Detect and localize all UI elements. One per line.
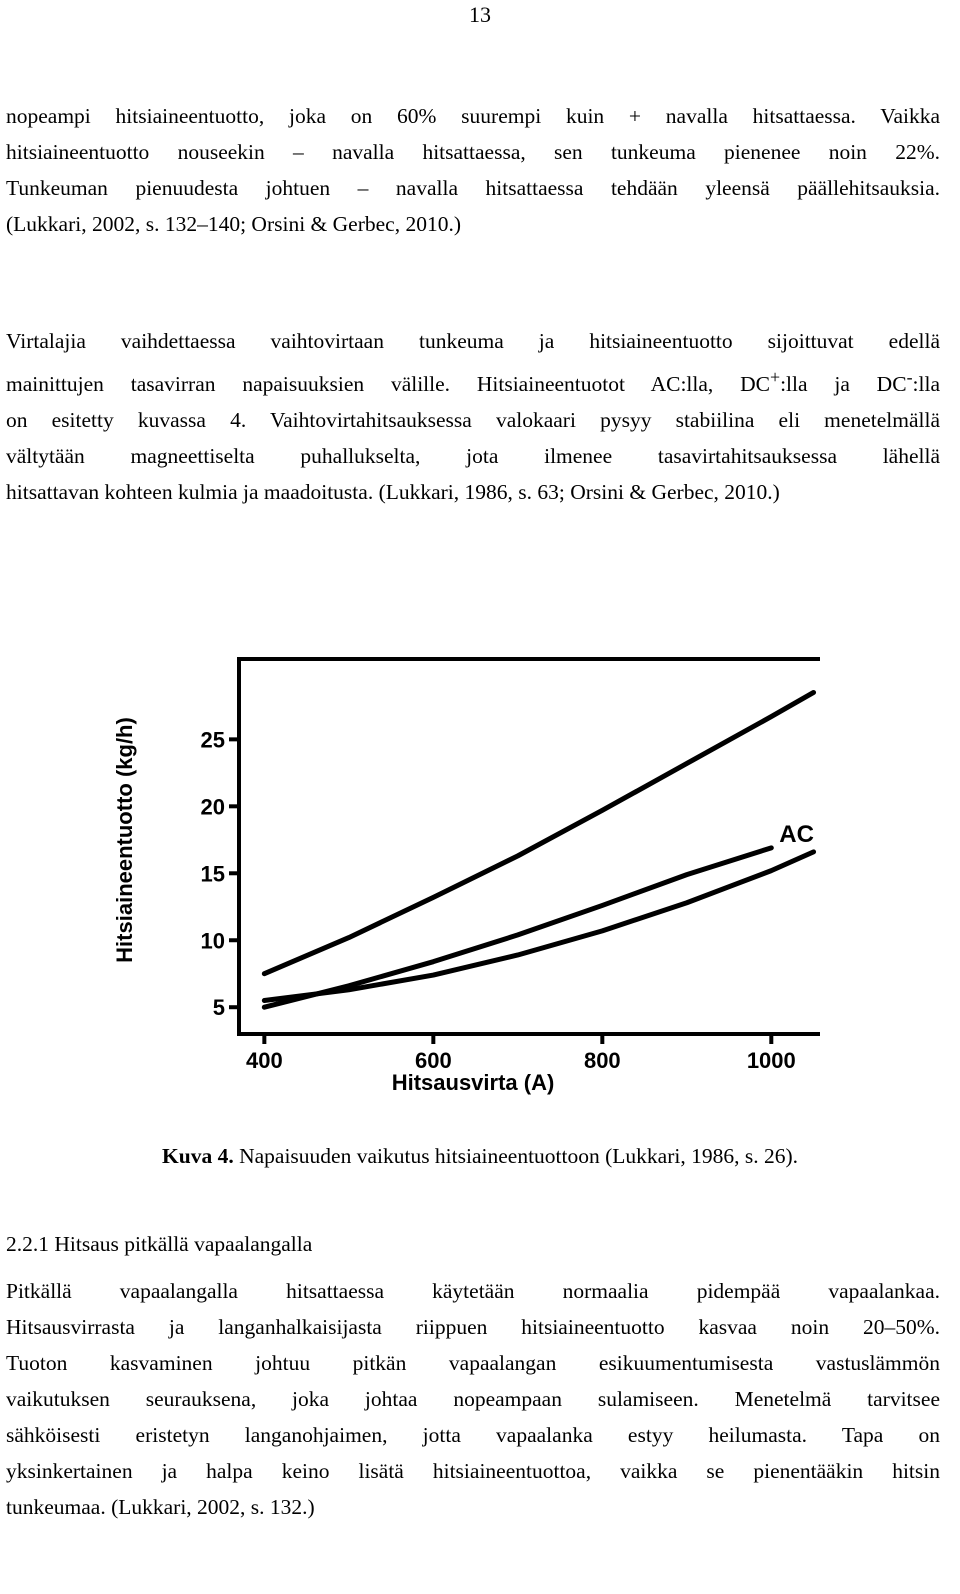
y-tick-label: 5 <box>213 995 225 1020</box>
paragraph-1-line: nopeampi hitsiaineentuotto, joka on 60% … <box>6 104 940 128</box>
paragraph-3-line: yksinkertainen ja halpa keino lisätä hit… <box>6 1459 940 1483</box>
figure-caption: Kuva 4. Napaisuuden vaikutus hitsiaineen… <box>0 1144 960 1169</box>
x-tick-label: 600 <box>415 1048 452 1073</box>
x-tick-label: 400 <box>246 1048 283 1073</box>
paragraph-3-line: Pitkällä vapaalangalla hitsattaessa käyt… <box>6 1279 940 1303</box>
superscript-minus: - <box>906 367 913 387</box>
x-axis-label: Hitsausvirta (A) <box>392 1070 555 1095</box>
paragraph-2-text: mainittujen tasavirran napaisuuksien väl… <box>6 372 770 397</box>
caption-label: Kuva 4. <box>162 1144 234 1168</box>
x-tick-label: 1000 <box>747 1048 796 1073</box>
paragraph-2-line: vältytään magneettiselta puhallukselta, … <box>6 444 940 469</box>
caption-text: Napaisuuden vaikutus hitsiaineentuottoon… <box>233 1144 798 1168</box>
paragraph-3-line: tunkeumaa. (Lukkari, 2002, s. 132.) <box>6 1495 315 1519</box>
y-axis-label: Hitsiaineentuotto (kg/h) <box>112 717 137 963</box>
paragraph-1-line: hitsiaineentuotto nouseekin – navalla hi… <box>6 140 940 164</box>
paragraph-3-line: vaikutuksen seurauksena, joka johtaa nop… <box>6 1387 940 1411</box>
paragraph-2-text: :lla ja DC <box>780 372 907 397</box>
y-tick-label: 10 <box>201 928 225 953</box>
paragraph-3-line: Hitsausvirrasta ja langanhalkaisijasta r… <box>6 1315 940 1339</box>
paragraph-2-line: on esitetty kuvassa 4. Vaihtovirtahitsau… <box>6 408 940 433</box>
paragraph-3-line: sähköisesti eristetyn langanohjaimen, jo… <box>6 1423 940 1447</box>
paragraph-2: Virtalajia vaihdettaessa vaihtovirtaan t… <box>6 323 940 510</box>
paragraph-3-line: Tuoton kasvaminen johtuu pitkän vapaalan… <box>6 1351 940 1375</box>
y-tick-label: 25 <box>201 727 225 752</box>
plot-frame <box>237 657 820 1036</box>
series-line-2 <box>261 849 817 1004</box>
paragraph-2-line: mainittujen tasavirran napaisuuksien väl… <box>6 359 940 402</box>
series-label-1: AC <box>779 821 814 848</box>
series-line-1 <box>261 845 774 1010</box>
paragraph-3: Pitkällä vapaalangalla hitsattaessa käyt… <box>6 1273 940 1525</box>
paragraph-2-text: :lla <box>912 372 940 397</box>
x-tick-label: 800 <box>584 1048 621 1073</box>
paragraph-1-line: (Lukkari, 2002, s. 132–140; Orsini & Ger… <box>6 212 462 236</box>
y-tick-label: 15 <box>201 861 225 886</box>
paragraph-2-line: hitsattavan kohteen kulmia ja maadoitust… <box>6 480 780 505</box>
paragraph-1: nopeampi hitsiaineentuotto, joka on 60% … <box>6 98 940 242</box>
y-tick-label: 20 <box>201 794 225 819</box>
section-heading: 2.2.1 Hitsaus pitkällä vapaalangalla <box>6 1232 313 1256</box>
paragraph-2-line: Virtalajia vaihdettaessa vaihtovirtaan t… <box>6 329 940 353</box>
superscript-plus: + <box>769 367 781 387</box>
page-number: 13 <box>469 2 491 27</box>
series-line-0 <box>261 689 817 977</box>
paragraph-1-line: Tunkeuman pienuudesta johtuen – navalla … <box>6 176 940 200</box>
